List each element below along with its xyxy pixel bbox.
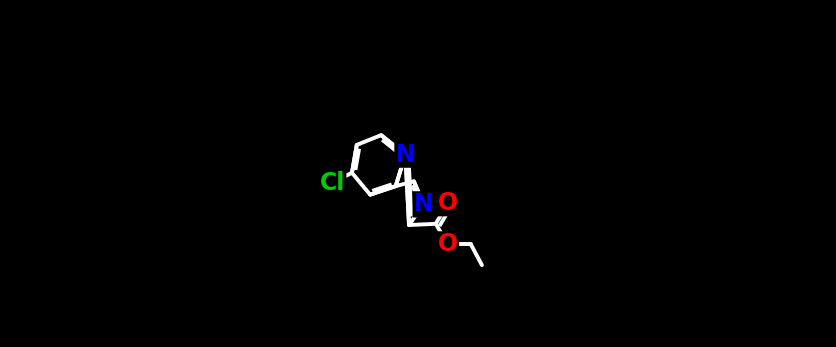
Text: N: N	[414, 192, 434, 217]
Text: O: O	[438, 232, 458, 256]
Text: Cl: Cl	[320, 170, 345, 195]
Text: N: N	[395, 143, 415, 167]
Text: O: O	[438, 191, 458, 215]
